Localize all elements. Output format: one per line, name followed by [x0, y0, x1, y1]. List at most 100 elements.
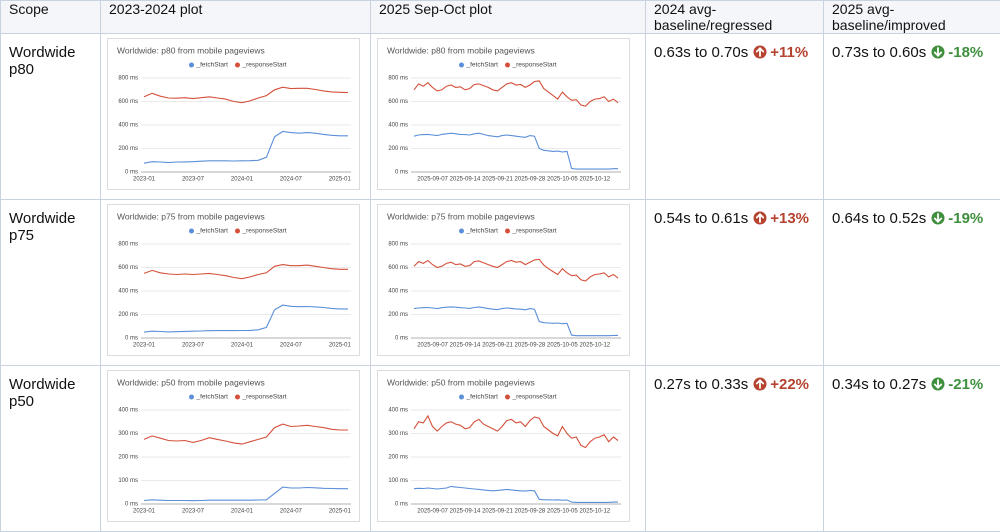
legend-label: _responseStart	[512, 228, 557, 235]
legend-label: _fetchStart	[196, 228, 229, 235]
chart-title: Worldwide: p50 from mobile pageviews	[387, 377, 535, 387]
y-tick-label: 100 ms	[388, 478, 408, 484]
change-cell: 0.73s to 0.60s -18%	[824, 34, 1000, 200]
legend-label: _responseStart	[242, 394, 287, 401]
chart: Worldwide: p50 from mobile pageviews _fet…	[377, 370, 630, 522]
change-delta: -19%	[948, 210, 983, 227]
x-tick-label: 2025-01	[329, 343, 352, 349]
change-cell: 0.54s to 0.61s+13%	[646, 200, 824, 366]
x-tick-label: 2025-10-05	[547, 509, 578, 515]
change-delta: +11%	[770, 44, 808, 61]
x-tick-label: 2025-09-14	[450, 509, 481, 515]
chart-title: Worldwide: p75 from mobile pageviews	[387, 211, 535, 221]
chart: Worldwide: p80 from mobile pageviews_fet…	[377, 38, 630, 190]
legend-label: _responseStart	[242, 62, 287, 69]
x-tick-label: 2025-09-21	[482, 177, 513, 183]
y-tick-label: 0 ms	[125, 170, 138, 176]
y-tick-label: 400 ms	[118, 289, 138, 295]
change-cell: 0.27s to 0.33s +22%	[646, 366, 824, 532]
x-tick-label: 2025-10-05	[547, 177, 578, 183]
column-header: 2025 Sep-Oct plot	[371, 1, 646, 34]
y-tick-label: 800 ms	[118, 242, 138, 248]
legend-label: _fetchStart	[466, 228, 499, 235]
legend-swatch	[505, 229, 510, 234]
legend-swatch	[459, 229, 464, 234]
chart-frame	[108, 371, 360, 522]
x-tick-label: 2023-07	[182, 177, 205, 183]
y-tick-label: 600 ms	[388, 265, 408, 271]
x-tick-label: 2025-09-28	[515, 177, 546, 183]
legend-swatch	[189, 395, 194, 400]
legend-swatch	[459, 395, 464, 400]
y-tick-label: 600 ms	[118, 265, 138, 271]
x-tick-label: 2024-01	[231, 343, 254, 349]
column-header: 2024 avg-baseline/regressed	[646, 1, 824, 34]
chart-frame	[378, 205, 630, 356]
y-tick-label: 600 ms	[388, 99, 408, 105]
x-tick-label: 2025-09-07	[417, 509, 448, 515]
y-tick-label: 300 ms	[388, 431, 408, 437]
chart-title: Worldwide: p50 from mobile pageviews	[117, 377, 265, 387]
x-tick-label: 2025-10-12	[579, 177, 610, 183]
x-tick-label: 2025-10-12	[579, 343, 610, 349]
scope-cell: Wordwide p80	[1, 34, 101, 200]
x-tick-label: 2024-07	[280, 343, 303, 349]
legend-label: _responseStart	[512, 62, 557, 69]
legend-swatch	[189, 229, 194, 234]
y-tick-label: 400 ms	[388, 408, 408, 414]
scope-cell: Wordwide p75	[1, 200, 101, 366]
legend-swatch	[189, 63, 194, 68]
y-tick-label: 0 ms	[395, 502, 408, 508]
plot-cell: Worldwide: p80 from mobile pageviews_fet…	[101, 34, 371, 200]
x-tick-label: 2025-01	[329, 509, 352, 515]
chart: Worldwide: p50 from mobile pageviews _fet…	[107, 370, 360, 522]
x-tick-label: 2025-09-28	[515, 343, 546, 349]
chart: Worldwide: p80 from mobile pageviews_fet…	[107, 38, 360, 190]
change-icon	[931, 211, 945, 225]
change-delta: -18%	[948, 44, 983, 61]
x-tick-label: 2025-09-07	[417, 177, 448, 183]
plot-cell: Worldwide: p50 from mobile pageviews _fet…	[371, 366, 646, 532]
change-delta: +13%	[770, 210, 809, 227]
y-tick-label: 400 ms	[118, 408, 138, 414]
y-tick-label: 200 ms	[388, 312, 408, 318]
y-tick-label: 800 ms	[388, 242, 408, 248]
chart: Worldwide: p75 from mobile pageviews _fet…	[107, 204, 360, 356]
legend-swatch	[505, 63, 510, 68]
legend-label: _fetchStart	[466, 62, 499, 69]
x-tick-label: 2023-07	[182, 509, 205, 515]
y-tick-label: 400 ms	[118, 123, 138, 129]
change-delta: -21%	[948, 376, 983, 393]
y-tick-label: 200 ms	[118, 455, 138, 461]
y-tick-label: 0 ms	[125, 502, 138, 508]
legend-label: _fetchStart	[196, 394, 229, 401]
y-tick-label: 200 ms	[388, 146, 408, 152]
x-tick-label: 2025-09-07	[417, 343, 448, 349]
legend-label: _responseStart	[242, 228, 287, 235]
x-tick-label: 2025-10-12	[579, 509, 610, 515]
y-tick-label: 400 ms	[388, 123, 408, 129]
x-tick-label: 2025-09-14	[450, 177, 481, 183]
column-header: Scope	[1, 1, 101, 34]
x-tick-label: 2023-01	[133, 177, 156, 183]
y-tick-label: 0 ms	[395, 170, 408, 176]
change-text: 0.27s to 0.33s	[654, 376, 748, 393]
legend-label: _fetchStart	[466, 394, 499, 401]
x-tick-label: 2024-01	[231, 509, 254, 515]
plot-cell: Worldwide: p75 from mobile pageviews _fet…	[101, 200, 371, 366]
chart-title: Worldwide: p75 from mobile pageviews	[117, 211, 265, 221]
x-tick-label: 2025-01	[329, 177, 352, 183]
chart-frame	[378, 371, 630, 522]
column-header: 2025 avg-baseline/improved	[824, 1, 1000, 34]
change-delta: +22%	[770, 376, 809, 393]
y-tick-label: 0 ms	[395, 336, 408, 342]
y-tick-label: 400 ms	[388, 289, 408, 295]
legend-swatch	[235, 229, 240, 234]
x-tick-label: 2024-07	[280, 509, 303, 515]
y-tick-label: 200 ms	[118, 146, 138, 152]
change-text: 0.73s to 0.60s	[832, 44, 926, 61]
